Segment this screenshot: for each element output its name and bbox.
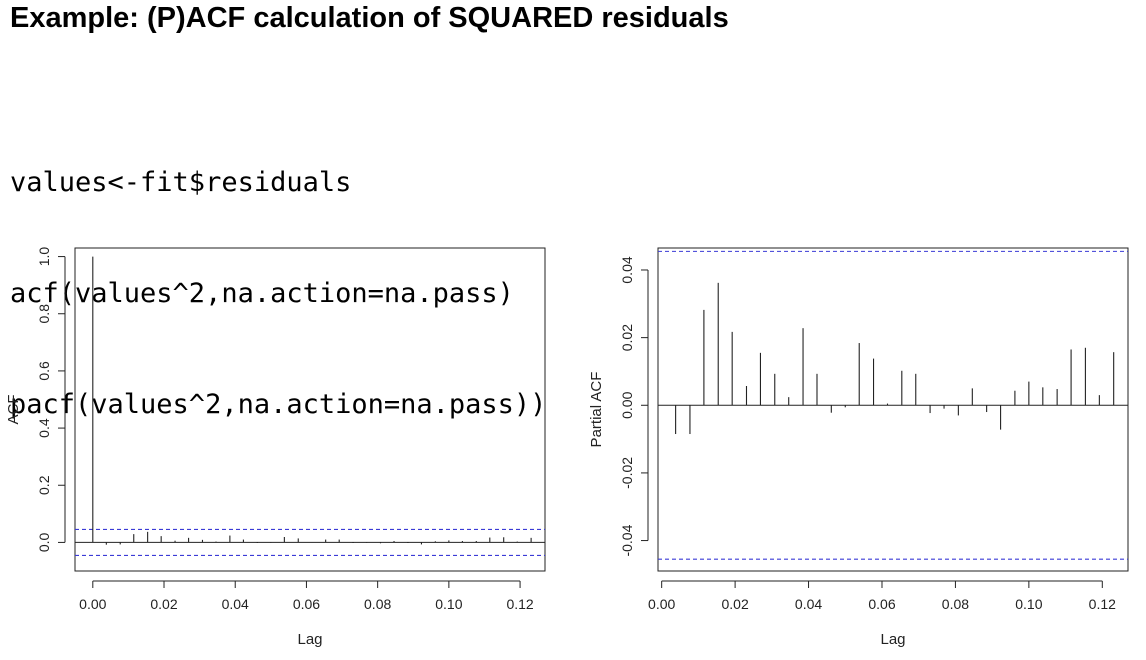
pacf-x-axis-label: Lag xyxy=(880,631,905,648)
code-line: values<-fit$residuals xyxy=(10,167,352,198)
acf-y-tick-label: 0.4 xyxy=(36,418,52,438)
acf-y-tick-label: 1.0 xyxy=(36,247,52,267)
code-block: values<-fit$residuals acf(values^2,na.ac… xyxy=(10,90,546,460)
pacf-plot-frame xyxy=(657,247,1129,572)
page-title: Example: (P)ACF calculation of SQUARED r… xyxy=(10,2,729,34)
acf-x-tick-label: 0.04 xyxy=(222,596,249,612)
pacf-x-tick-label: 0.04 xyxy=(795,596,822,612)
acf-y-axis-label: ACF xyxy=(5,395,22,425)
pacf-y-tick-label: 0.02 xyxy=(619,324,635,351)
acf-y-tick-label: 0.8 xyxy=(36,304,52,324)
pacf-y-tick-label: 0.00 xyxy=(619,391,635,418)
acf-y-tick-label: 0.0 xyxy=(36,532,52,552)
acf-x-tick-label: 0.06 xyxy=(293,596,320,612)
acf-chart: 0.00 0.02 0.04 0.06 0.08 0.10 0.12 Lag 0.0 0.2 0.4… xyxy=(5,247,546,648)
acf-x-tick-label: 0.00 xyxy=(79,596,106,612)
pacf-y-tick-label: -0.04 xyxy=(619,524,635,556)
acf-x-tick-label: 0.02 xyxy=(150,596,177,612)
pacf-x-tick-label: 0.02 xyxy=(721,596,748,612)
code-line: acf(values^2,na.action=na.pass) xyxy=(10,278,514,309)
pacf-y-tick-label: -0.02 xyxy=(619,457,635,489)
acf-plot-frame xyxy=(74,247,546,572)
pacf-x-tick-label: 0.00 xyxy=(648,596,675,612)
pacf-y-axis-label: Partial ACF xyxy=(588,372,605,448)
pacf-y-tick-label: 0.04 xyxy=(619,256,635,283)
code-line: pacf(values^2,na.action=na.pass)) xyxy=(10,389,547,420)
acf-x-tick-label: 0.10 xyxy=(435,596,462,612)
pacf-x-tick-label: 0.06 xyxy=(868,596,895,612)
acf-x-axis-label: Lag xyxy=(297,631,322,648)
acf-y-tick-label: 0.2 xyxy=(36,475,52,495)
pacf-x-tick-label: 0.12 xyxy=(1089,596,1116,612)
acf-y-tick-label: 0.6 xyxy=(36,361,52,381)
pacf-x-tick-label: 0.10 xyxy=(1015,596,1042,612)
acf-x-tick-label: 0.12 xyxy=(506,596,533,612)
acf-x-tick-label: 0.08 xyxy=(364,596,391,612)
pacf-x-tick-label: 0.08 xyxy=(942,596,969,612)
